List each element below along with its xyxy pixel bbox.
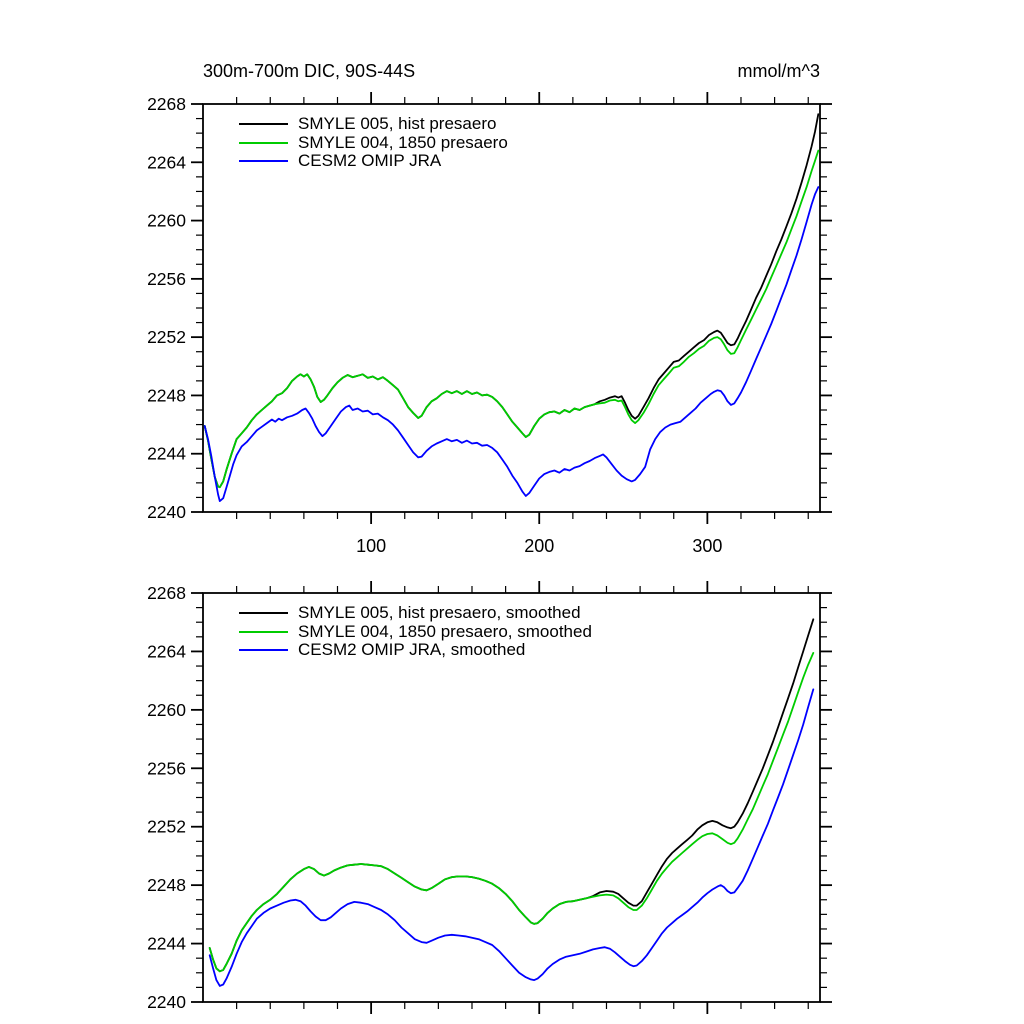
legend-label-smyle005: SMYLE 005, hist presaero (298, 114, 497, 133)
plot-frame-bottom (202, 592, 821, 1003)
series-line-smyle-004-1850-presaero (203, 149, 820, 489)
y-tick-label: 2264 (147, 641, 186, 661)
top-panel-units-label: mmol/m^3 (737, 61, 820, 81)
legend-label-smyle004: SMYLE 004, 1850 presaero (298, 132, 508, 152)
series-line-smyle-005-hist-presaero-smoothed (208, 618, 815, 973)
legend-item: SMYLE 004, 1850 presaero, smoothed (239, 621, 592, 642)
legend-top: SMYLE 005, hist presaero SMYLE 004, 1850… (239, 114, 508, 171)
legend-label-smyle005-smoothed: SMYLE 005, hist presaero, smoothed (298, 603, 581, 622)
legend-item: SMYLE 005, hist presaero (239, 114, 508, 134)
legend-item: SMYLE 004, 1850 presaero (239, 132, 508, 153)
y-tick-label: 2268 (147, 94, 186, 114)
legend-label-cesm2: CESM2 OMIP JRA (298, 151, 442, 171)
y-tick-label: 2248 (147, 875, 186, 895)
y-tick-label: 2260 (147, 211, 186, 231)
x-tick-label: 200 (524, 536, 554, 556)
y-tick-label: 2240 (147, 992, 186, 1012)
series-line-cesm2-omip-jra (203, 186, 820, 502)
legend-line-smyle004 (239, 141, 288, 144)
series-line-smyle-004-1850-presaero-smoothed (208, 652, 815, 973)
top-panel-title: 300m-700m DIC, 90S-44S (203, 61, 416, 81)
plot-frame-top (202, 103, 821, 513)
y-tick-label: 2260 (147, 700, 186, 720)
legend-label-smyle004-smoothed: SMYLE 004, 1850 presaero, smoothed (298, 621, 592, 641)
y-tick-label: 2256 (147, 758, 186, 778)
y-tick-label: 2248 (147, 385, 186, 405)
legend-line-cesm2 (239, 160, 288, 163)
y-tick-label: 2268 (147, 583, 186, 603)
y-tick-label: 2244 (147, 934, 186, 954)
y-tick-label: 2240 (147, 502, 186, 522)
y-tick-label: 2256 (147, 269, 186, 289)
legend-line-smyle005-smoothed (239, 612, 288, 615)
series-line-cesm2-omip-jra-smoothed (208, 688, 815, 987)
legend-line-smyle004-smoothed (239, 630, 288, 633)
y-tick-label: 2252 (147, 327, 186, 347)
legend-item: SMYLE 005, hist presaero, smoothed (239, 603, 592, 623)
legend-item: CESM2 OMIP JRA (239, 152, 508, 171)
x-tick-label: 100 (356, 536, 386, 556)
legend-bottom: SMYLE 005, hist presaero, smoothed SMYLE… (239, 603, 592, 660)
legend-item: CESM2 OMIP JRA, smoothed (239, 641, 592, 660)
legend-line-smyle005 (239, 123, 288, 126)
legend-label-cesm2-smoothed: CESM2 OMIP JRA, smoothed (298, 640, 526, 660)
legend-line-cesm2-smoothed (239, 649, 288, 652)
y-tick-label: 2244 (147, 444, 186, 464)
x-tick-label: 300 (692, 536, 722, 556)
y-tick-label: 2264 (147, 152, 186, 172)
y-tick-label: 2252 (147, 817, 186, 837)
